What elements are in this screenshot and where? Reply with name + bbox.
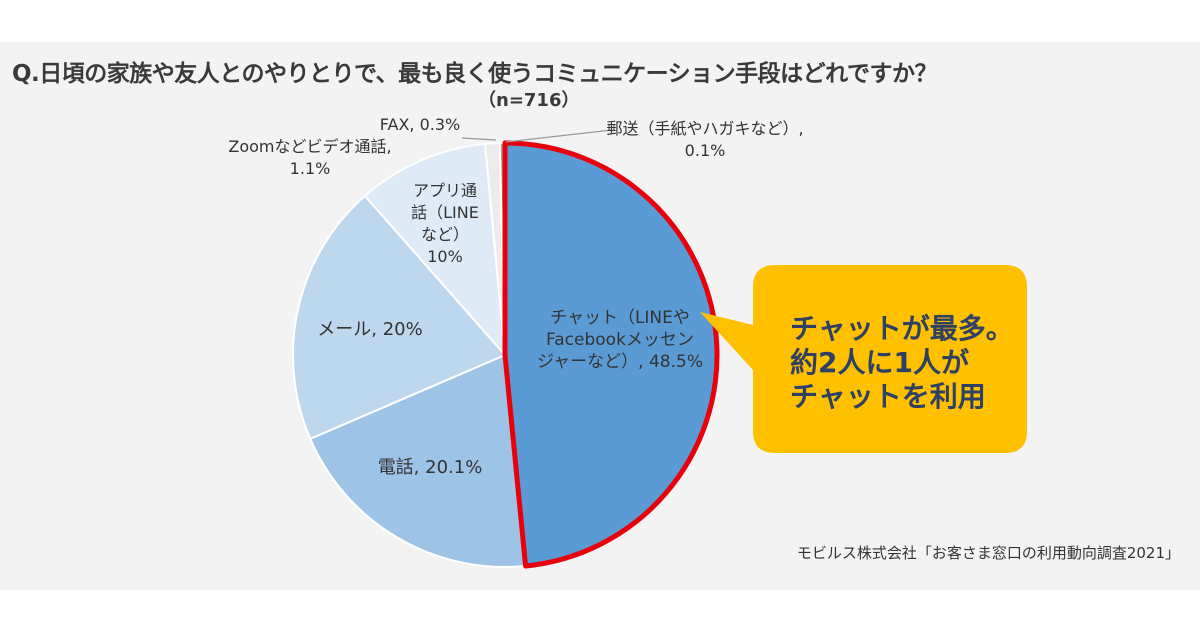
pie-slice-1: [308, 353, 527, 568]
source-note: モビルス株式会社「お客さま窓口の利用動向調査2021」: [796, 544, 1180, 562]
leader-line-fax: [461, 137, 497, 141]
slice-label-fax: FAX, 0.3%: [379, 115, 461, 134]
slice-label-mail: メール, 20%: [317, 319, 423, 340]
slice-label-app-call: アプリ通 話（LINE など） 10%: [411, 181, 479, 266]
chart-title: Q.日頃の家族や友人とのやりとりで、最も良く使うコミュニケーション手段はどれです…: [12, 61, 938, 87]
slice-label-post: 郵送（手紙やハガキなど）, 0.1%: [606, 119, 804, 160]
slice-label-phone: 電話, 20.1%: [377, 457, 483, 478]
slice-label-zoom: Zoomなどビデオ通話, 1.1%: [228, 137, 392, 178]
pie-slice-3: [363, 142, 507, 358]
callout-text: チャットが最多。 約2人に1人が チャットを利用: [790, 312, 1014, 413]
highlight-outline: [502, 140, 720, 569]
pie-slice-2: [292, 194, 507, 441]
sample-size: （n=716）: [478, 90, 580, 111]
callout-bubble: [700, 265, 1027, 453]
leader-line-mail-post: [505, 129, 613, 143]
slice-label-chat: チャット（LINEや Facebookメッセン ジャーなど）, 48.5%: [537, 308, 703, 372]
